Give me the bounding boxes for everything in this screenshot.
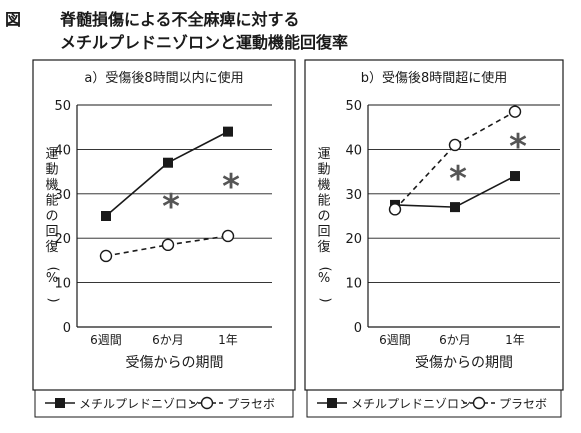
legend-box	[34, 389, 294, 418]
y-tick-label: 30	[345, 188, 362, 203]
significance-asterisk: *	[162, 187, 180, 227]
significance-asterisk: *	[449, 159, 467, 199]
legend-label: メチルプレドニゾロン	[79, 397, 199, 411]
legend-marker-square	[55, 398, 65, 408]
data-point-square	[163, 157, 173, 168]
legend-marker-square	[327, 398, 337, 408]
data-point-circle	[388, 203, 402, 216]
y-axis-label: 運動機能の回復(%)	[45, 147, 60, 303]
y-tick-label: 40	[345, 143, 362, 158]
significance-asterisk: *	[509, 127, 527, 167]
x-tick-label: 6週間	[379, 333, 411, 347]
data-point-circle	[99, 249, 113, 263]
y-tick-label: 40	[54, 143, 71, 158]
series-line	[105, 235, 229, 257]
data-point-circle	[448, 138, 462, 152]
data-point-square	[223, 126, 233, 137]
y-tick-label: 50	[345, 99, 362, 114]
legend-marker-circle	[200, 396, 214, 410]
data-point-square	[450, 202, 460, 213]
x-tick-label: 1年	[218, 333, 238, 347]
panel-title: b）受傷後8時間超に使用	[361, 70, 508, 86]
legend-label: プラセボ	[227, 397, 275, 411]
y-tick-label: 10	[54, 277, 71, 292]
y-tick-label: 50	[54, 99, 71, 114]
data-point-circle	[221, 229, 235, 243]
y-tick-label: 10	[345, 277, 362, 292]
y-tick-label: 30	[54, 188, 71, 203]
data-point-square	[101, 211, 111, 221]
figure-title-line2: メチルプレドニゾロンと運動機能回復率	[60, 33, 348, 52]
x-tick-label: 1年	[505, 333, 525, 347]
y-axis-label: 運動機能の回復(%)	[317, 147, 332, 303]
data-point-square	[510, 171, 520, 182]
data-point-circle	[508, 105, 522, 118]
significance-asterisk: *	[222, 167, 240, 207]
y-tick-label: 0	[354, 321, 362, 336]
x-tick-label: 6か月	[152, 333, 184, 347]
x-tick-label: 6か月	[439, 333, 471, 347]
chart-b: b）受傷後8時間超に使用 0 10 20 30 40 50 運動機能の回復(%) 6週間 6か月 1…	[304, 59, 564, 418]
legend-label: メチルプレドニゾロン	[351, 397, 471, 411]
x-tick-label: 6週間	[90, 333, 122, 347]
data-point-circle	[161, 238, 175, 252]
legend-marker-circle	[472, 396, 486, 410]
x-axis-label: 受傷からの期間	[415, 355, 513, 371]
x-axis-label: 受傷からの期間	[126, 355, 224, 371]
y-tick-label: 0	[63, 321, 71, 336]
y-tick-label: 20	[345, 232, 362, 247]
series-line	[394, 110, 516, 210]
y-tick-label: 20	[54, 232, 71, 247]
chart-a: a）受傷後8時間以内に使用 0 10 20 30 40 50 運動機能の回復(%) 6週間 6か月…	[32, 59, 296, 418]
legend-box	[306, 389, 562, 418]
panel-title: a）受傷後8時間以内に使用	[84, 70, 243, 86]
figure-title-line1: 脊髄損傷による不全麻痺に対する	[59, 10, 300, 29]
figure-label: 図	[5, 10, 21, 29]
legend-label: プラセボ	[499, 397, 547, 411]
